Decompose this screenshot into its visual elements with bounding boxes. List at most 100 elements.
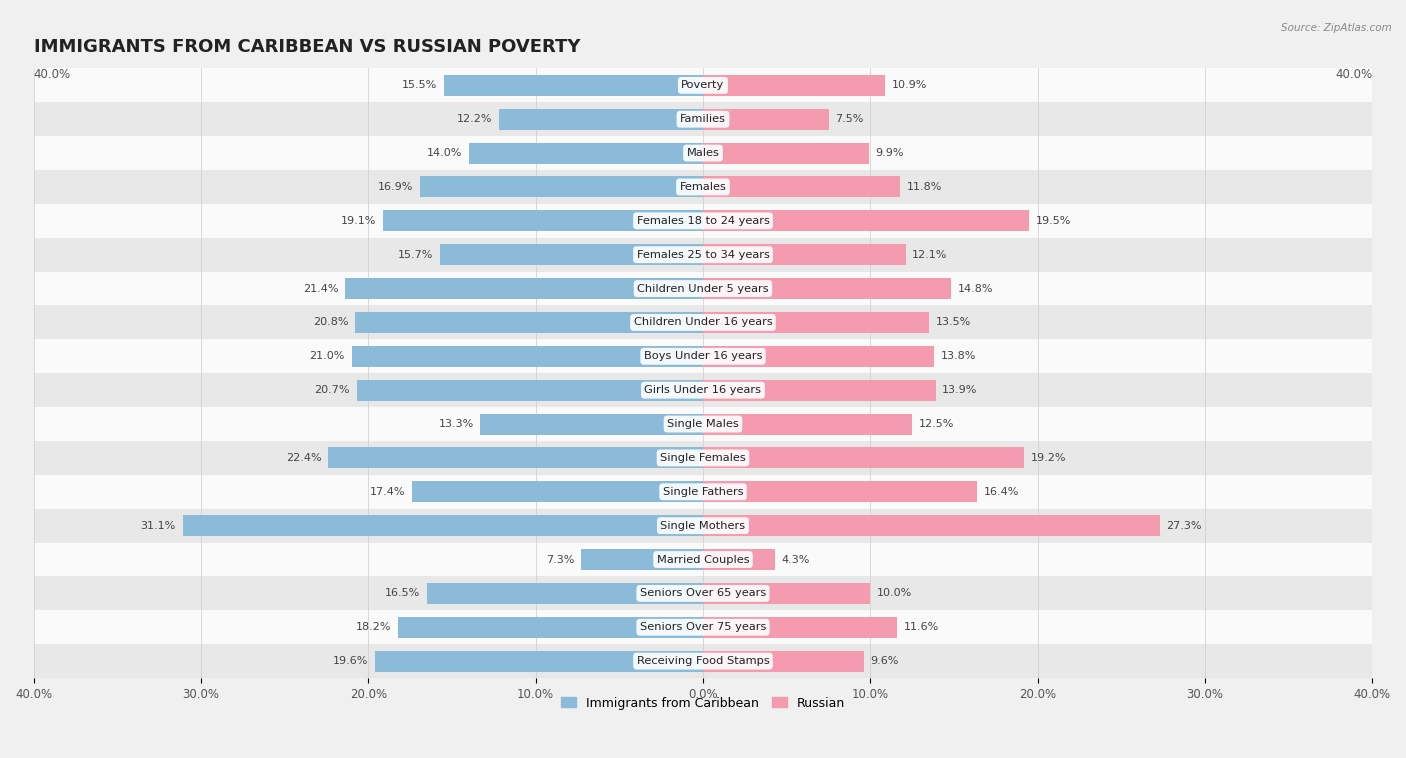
Bar [357, 380, 703, 401]
Text: Poverty: Poverty [682, 80, 724, 90]
Legend: Immigrants from Caribbean, Russian: Immigrants from Caribbean, Russian [557, 691, 849, 715]
Text: Receiving Food Stamps: Receiving Food Stamps [637, 656, 769, 666]
Bar [34, 271, 1372, 305]
Text: 19.5%: 19.5% [1036, 216, 1071, 226]
Text: 17.4%: 17.4% [370, 487, 405, 496]
Text: Females 18 to 24 years: Females 18 to 24 years [637, 216, 769, 226]
Text: 11.8%: 11.8% [907, 182, 942, 192]
Bar [34, 509, 1372, 543]
Text: Single Fathers: Single Fathers [662, 487, 744, 496]
Text: 15.7%: 15.7% [398, 249, 433, 260]
Bar [703, 143, 869, 164]
Bar [34, 407, 1372, 441]
Bar [344, 278, 703, 299]
Bar [468, 143, 703, 164]
Text: 27.3%: 27.3% [1167, 521, 1202, 531]
Bar [183, 515, 703, 536]
Bar [443, 75, 703, 96]
Bar [34, 577, 1372, 610]
Bar [34, 610, 1372, 644]
Text: 11.6%: 11.6% [904, 622, 939, 632]
Text: 19.1%: 19.1% [342, 216, 377, 226]
Text: 16.4%: 16.4% [984, 487, 1019, 496]
Text: 7.3%: 7.3% [546, 555, 574, 565]
Text: Males: Males [686, 148, 720, 158]
Text: 15.5%: 15.5% [402, 80, 437, 90]
Text: 13.5%: 13.5% [935, 318, 972, 327]
Bar [34, 475, 1372, 509]
Text: 19.2%: 19.2% [1031, 453, 1067, 463]
Text: 7.5%: 7.5% [835, 114, 863, 124]
Bar [398, 617, 703, 637]
Bar [352, 346, 703, 367]
Bar [703, 380, 935, 401]
Bar [703, 75, 886, 96]
Text: 16.9%: 16.9% [378, 182, 413, 192]
Text: IMMIGRANTS FROM CARIBBEAN VS RUSSIAN POVERTY: IMMIGRANTS FROM CARIBBEAN VS RUSSIAN POV… [34, 38, 581, 56]
Text: Married Couples: Married Couples [657, 555, 749, 565]
Bar [34, 68, 1372, 102]
Bar [481, 414, 703, 434]
Bar [375, 650, 703, 672]
Text: Boys Under 16 years: Boys Under 16 years [644, 351, 762, 362]
Bar [34, 373, 1372, 407]
Text: Children Under 16 years: Children Under 16 years [634, 318, 772, 327]
Bar [703, 650, 863, 672]
Bar [703, 515, 1160, 536]
Text: 21.0%: 21.0% [309, 351, 344, 362]
Bar [703, 617, 897, 637]
Bar [34, 170, 1372, 204]
Bar [703, 346, 934, 367]
Text: 13.9%: 13.9% [942, 385, 977, 395]
Text: Girls Under 16 years: Girls Under 16 years [644, 385, 762, 395]
Bar [703, 583, 870, 604]
Bar [499, 108, 703, 130]
Bar [34, 136, 1372, 170]
Bar [34, 441, 1372, 475]
Bar [412, 481, 703, 503]
Bar [703, 210, 1029, 231]
Text: Females: Females [679, 182, 727, 192]
Text: 40.0%: 40.0% [1336, 68, 1372, 81]
Bar [34, 305, 1372, 340]
Text: 12.2%: 12.2% [457, 114, 492, 124]
Bar [354, 312, 703, 333]
Bar [703, 312, 929, 333]
Text: Females 25 to 34 years: Females 25 to 34 years [637, 249, 769, 260]
Text: Families: Families [681, 114, 725, 124]
Text: 9.9%: 9.9% [876, 148, 904, 158]
Bar [703, 278, 950, 299]
Bar [34, 102, 1372, 136]
Bar [581, 549, 703, 570]
Bar [427, 583, 703, 604]
Text: 13.3%: 13.3% [439, 419, 474, 429]
Bar [703, 414, 912, 434]
Bar [34, 204, 1372, 238]
Text: 10.9%: 10.9% [893, 80, 928, 90]
Text: 12.1%: 12.1% [912, 249, 948, 260]
Bar [703, 481, 977, 503]
Bar [703, 177, 900, 197]
Text: 40.0%: 40.0% [34, 68, 70, 81]
Bar [34, 340, 1372, 373]
Text: Seniors Over 75 years: Seniors Over 75 years [640, 622, 766, 632]
Text: 9.6%: 9.6% [870, 656, 898, 666]
Text: 31.1%: 31.1% [141, 521, 176, 531]
Text: 20.7%: 20.7% [315, 385, 350, 395]
Text: 14.0%: 14.0% [426, 148, 463, 158]
Text: 16.5%: 16.5% [385, 588, 420, 598]
Text: Seniors Over 65 years: Seniors Over 65 years [640, 588, 766, 598]
Bar [384, 210, 703, 231]
Bar [703, 108, 828, 130]
Text: 14.8%: 14.8% [957, 283, 993, 293]
Bar [420, 177, 703, 197]
Text: Children Under 5 years: Children Under 5 years [637, 283, 769, 293]
Text: 13.8%: 13.8% [941, 351, 976, 362]
Text: Single Females: Single Females [661, 453, 745, 463]
Bar [34, 644, 1372, 678]
Text: 21.4%: 21.4% [302, 283, 339, 293]
Text: Single Mothers: Single Mothers [661, 521, 745, 531]
Text: Single Males: Single Males [666, 419, 740, 429]
Bar [703, 244, 905, 265]
Bar [328, 447, 703, 468]
